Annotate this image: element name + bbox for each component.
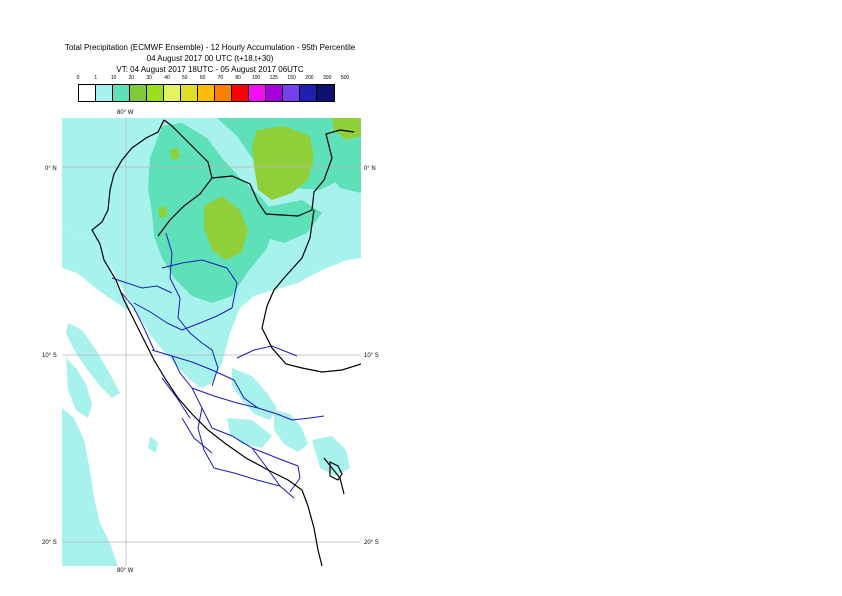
legend-threshold-1: 1 xyxy=(94,75,98,81)
legend-threshold-0: 0 xyxy=(76,75,80,81)
legend-thresholds: 0 1 10 20 30 40 50 60 70 80 100 125 150 200 300 500 xyxy=(0,75,420,83)
legend-threshold-14: 300 xyxy=(323,75,332,81)
legend-threshold-13: 200 xyxy=(305,75,314,81)
legend-swatch-2 xyxy=(113,85,130,101)
graticule xyxy=(62,118,361,566)
legend-threshold-8: 70 xyxy=(217,75,224,81)
chart-title-line-3: VT: 04 August 2017 18UTC - 05 August 201… xyxy=(116,65,304,74)
legend-swatch-3 xyxy=(130,85,147,101)
coastline-borders xyxy=(91,119,361,566)
legend-threshold-5: 40 xyxy=(164,75,170,81)
precipitation-map xyxy=(62,118,361,566)
lon-label-bottom: 80° W xyxy=(117,568,134,574)
legend-threshold-12: 150 xyxy=(287,75,296,81)
legend-threshold-7: 60 xyxy=(199,75,206,81)
legend-swatch-7 xyxy=(198,85,215,101)
chart-title-line-2: 04 August 2017 00 UTC (t+18,t+30) xyxy=(146,54,274,63)
legend-swatch-4 xyxy=(147,85,164,101)
legend-swatch-13 xyxy=(300,85,317,101)
lat-label-right-0: 0° N xyxy=(364,166,376,172)
legend-threshold-10: 100 xyxy=(251,75,261,81)
legend-swatch-10 xyxy=(249,85,266,101)
legend-threshold-11: 125 xyxy=(269,75,278,81)
legend-threshold-9: 80 xyxy=(235,75,241,81)
region-borders xyxy=(111,232,325,499)
legend-threshold-2: 10 xyxy=(110,75,117,81)
heavy-precip-areas xyxy=(158,118,361,260)
legend-threshold-4: 30 xyxy=(146,75,152,81)
legend-swatch-11 xyxy=(266,85,283,101)
legend-threshold-3: 20 xyxy=(128,75,135,81)
legend-swatch-0 xyxy=(79,85,96,101)
legend-swatch-6 xyxy=(181,85,198,101)
lat-label-right-20: 20° S xyxy=(364,540,379,546)
legend-swatch-14 xyxy=(317,85,334,101)
lat-label-right-10: 10° S xyxy=(364,353,379,359)
chart-title-line-1: Total Precipitation (ECMWF Ensemble) - 1… xyxy=(64,43,356,52)
legend-swatch-9 xyxy=(232,85,249,101)
lat-label-left-10: 10° S xyxy=(42,353,57,359)
legend-swatch-1 xyxy=(96,85,113,101)
legend-threshold-15: 500 xyxy=(340,75,350,81)
legend-swatch-8 xyxy=(215,85,232,101)
legend-threshold-6: 50 xyxy=(182,75,188,81)
lat-label-left-20: 20° S xyxy=(42,540,57,546)
legend-swatch-5 xyxy=(164,85,181,101)
precipitation-legend xyxy=(78,84,335,102)
lat-label-left-0: 0° N xyxy=(45,166,57,172)
lon-label-top: 80° W xyxy=(117,110,134,116)
legend-swatch-12 xyxy=(283,85,300,101)
